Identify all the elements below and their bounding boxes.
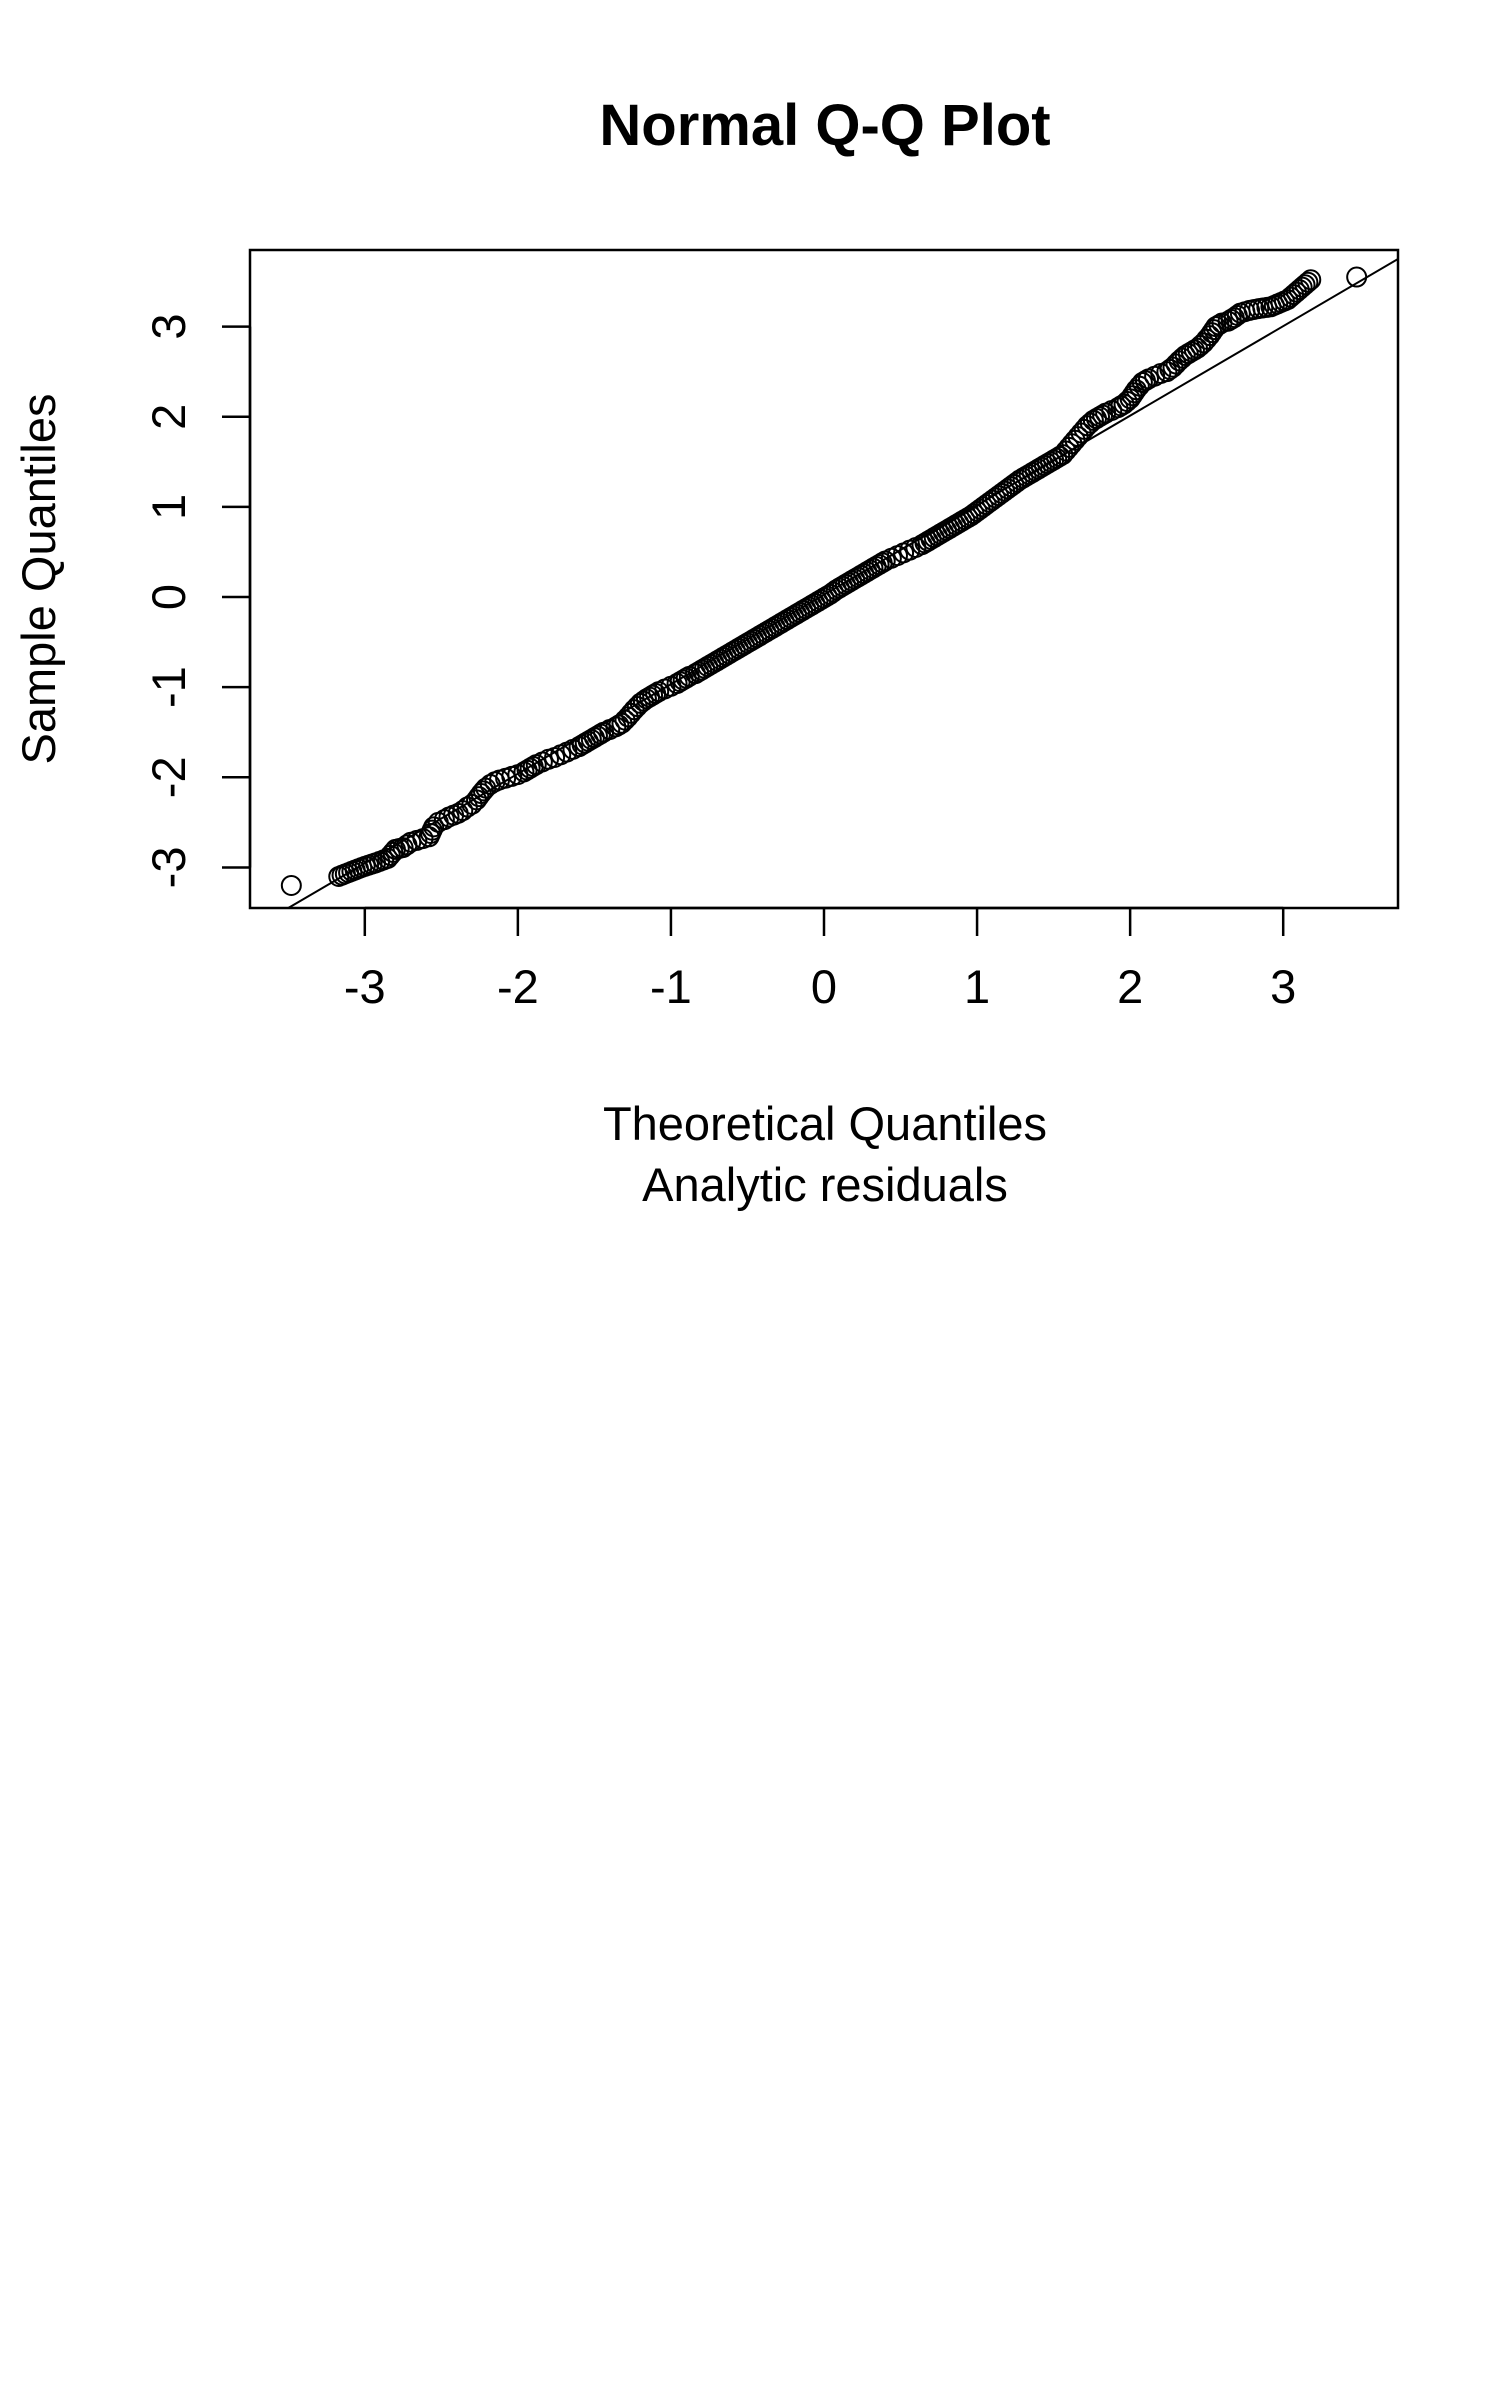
y-tick-label: -1 [142, 666, 195, 708]
x-axis-label: Theoretical Quantiles [603, 1097, 1047, 1150]
x-tick-label: -2 [497, 960, 539, 1013]
x-tick-label: -3 [344, 960, 386, 1013]
y-axis: -3 -2 -1 0 1 2 3 [142, 314, 252, 889]
y-tick-label: 1 [142, 494, 195, 520]
qq-point [1297, 271, 1319, 293]
qq-point [280, 874, 302, 896]
qq-point [586, 725, 608, 747]
qq-point [642, 684, 664, 706]
y-axis-label: Sample Quantiles [12, 394, 65, 765]
x-axis: -3 -2 -1 0 1 2 3 [344, 906, 1296, 1013]
y-tick-label: 0 [142, 584, 195, 610]
qq-point [423, 816, 445, 838]
qq-point [1294, 274, 1316, 296]
chart-title: Normal Q-Q Plot [599, 93, 1050, 158]
x-axis-sublabel: Analytic residuals [642, 1158, 1008, 1211]
qq-point [1346, 266, 1368, 288]
x-tick-label: 2 [1117, 960, 1143, 1013]
y-tick-label: -3 [142, 847, 195, 889]
qq-point [1089, 406, 1111, 428]
y-tick-label: 3 [142, 314, 195, 340]
y-tick-label: -2 [142, 756, 195, 798]
x-tick-label: 3 [1270, 960, 1296, 1013]
qq-point [1131, 372, 1153, 394]
qq-point [1300, 269, 1322, 291]
qq-point [868, 554, 890, 576]
plot-frame [248, 248, 1400, 910]
x-tick-label: 1 [964, 960, 990, 1013]
qq-point [519, 757, 541, 779]
data-points [280, 266, 1368, 896]
y-tick-label: 2 [142, 404, 195, 430]
x-tick-label: 0 [811, 960, 837, 1013]
x-tick-label: -1 [650, 960, 692, 1013]
